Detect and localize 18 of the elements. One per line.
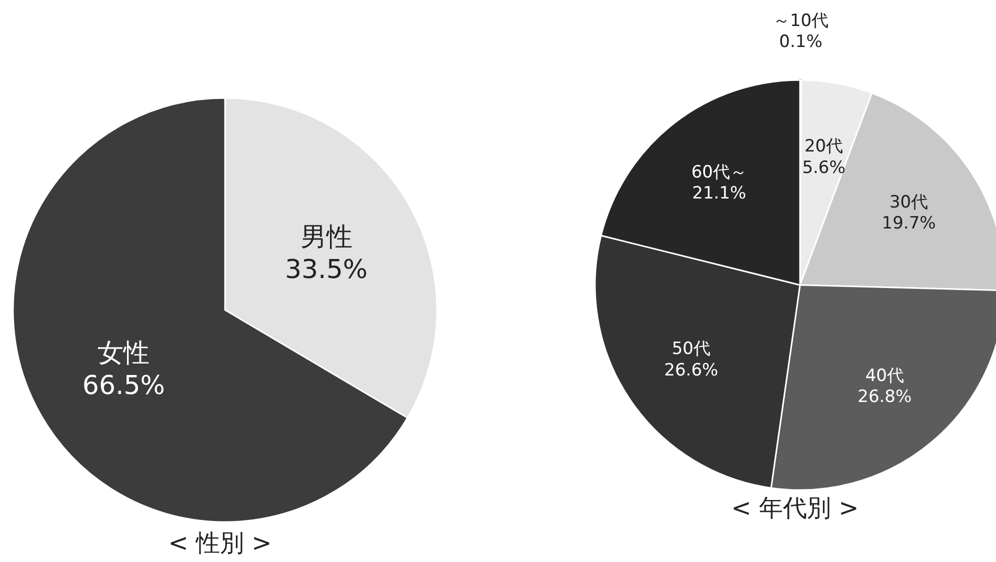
data-label: 66.5% [82,370,166,401]
data-label: 19.7% [882,214,936,234]
text: < 性別 > [167,528,273,559]
slice-label: ～10代 [772,10,829,31]
slice-label: 女性 [98,338,150,368]
data-label: 5.6% [802,158,846,178]
slice-label: 30代 [889,192,928,212]
text: < 年代別 > [730,493,860,524]
data-label: 0.1% [779,32,822,52]
slice-label: 40代 [865,366,904,386]
slice-label: 50代 [672,339,711,360]
data-label: 26.6% [664,360,718,380]
slice-label: 20代 [804,136,844,157]
data-label: 33.5% [284,255,368,286]
slice-label: 男性 [300,222,352,253]
data-label: 26.8% [858,387,912,408]
data-label: 21.1% [692,184,746,204]
slice-label: 60代～ [691,162,748,182]
